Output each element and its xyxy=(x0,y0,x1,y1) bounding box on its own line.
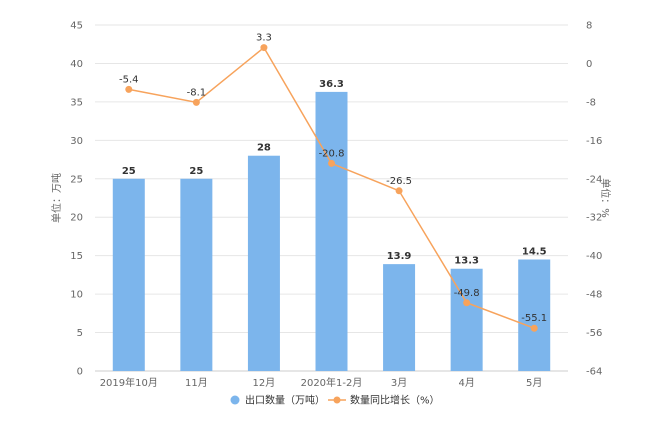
bar[interactable] xyxy=(315,91,348,371)
bar[interactable] xyxy=(180,178,213,371)
right-tick-label: -24 xyxy=(586,174,602,185)
bar-value-label: 25 xyxy=(122,166,136,177)
right-tick-label: -56 xyxy=(586,328,602,339)
line-value-label: -49.8 xyxy=(454,288,480,299)
x-tick-label: 4月 xyxy=(458,377,474,389)
left-axis-title: 单位：万吨 xyxy=(50,173,63,223)
legend[interactable]: 出口数量（万吨） 数量同比增长（%） xyxy=(230,394,440,407)
bar-value-label: 28 xyxy=(257,143,271,154)
line-value-label: -8.1 xyxy=(187,87,207,98)
x-tick-label: 2020年1-2月 xyxy=(301,376,363,389)
line-point[interactable] xyxy=(260,44,268,52)
left-tick-label: 30 xyxy=(70,136,83,147)
line-point[interactable] xyxy=(395,187,403,195)
left-tick-label: 10 xyxy=(70,290,83,301)
left-tick-label: 0 xyxy=(77,367,83,378)
line-value-label: -20.8 xyxy=(319,148,345,159)
bar-value-label: 36.3 xyxy=(319,79,344,90)
line-point[interactable] xyxy=(192,98,200,106)
left-tick-label: 35 xyxy=(70,97,83,108)
bar[interactable] xyxy=(383,264,416,371)
left-tick-label: 5 xyxy=(77,328,83,339)
line-point[interactable] xyxy=(530,324,538,332)
legend-item-line[interactable]: 数量同比增长（%） xyxy=(328,394,440,407)
bar-value-label: 14.5 xyxy=(522,247,547,258)
left-tick-label: 15 xyxy=(70,251,83,262)
bar-value-label: 13.9 xyxy=(387,251,412,262)
left-tick-label: 25 xyxy=(70,174,83,185)
bar[interactable] xyxy=(112,178,145,371)
right-tick-label: -64 xyxy=(586,367,602,378)
left-tick-label: 20 xyxy=(70,213,83,224)
bar[interactable] xyxy=(247,155,280,371)
legend-item-bar[interactable]: 出口数量（万吨） xyxy=(230,394,326,407)
right-tick-label: -8 xyxy=(586,97,596,108)
line-point[interactable] xyxy=(463,299,471,307)
left-y-axis: 0 5 10 15 20 25 30 35 40 45 xyxy=(70,21,83,378)
bar-value-label: 13.3 xyxy=(454,256,479,267)
line-value-label: -5.4 xyxy=(119,74,139,85)
left-tick-label: 45 xyxy=(70,21,83,32)
right-axis-title: 单位：% xyxy=(599,178,612,218)
right-tick-label: -48 xyxy=(586,290,602,301)
right-tick-label: -40 xyxy=(586,251,602,262)
line-value-label: -55.1 xyxy=(521,313,547,324)
right-tick-label: 0 xyxy=(586,59,592,70)
x-tick-label: 12月 xyxy=(253,377,276,389)
bar[interactable] xyxy=(518,259,551,371)
x-tick-label: 2019年10月 xyxy=(100,376,158,389)
legend-bar-marker xyxy=(230,395,240,405)
line-value-label: 3.3 xyxy=(256,33,272,44)
legend-line-marker xyxy=(333,396,341,404)
left-tick-label: 40 xyxy=(70,59,83,70)
x-axis: 2019年10月 11月 12月 2020年1-2月 3月 4月 5月 xyxy=(100,376,543,389)
right-tick-label: -16 xyxy=(586,136,602,147)
legend-bar-label: 出口数量（万吨） xyxy=(245,394,325,407)
x-tick-label: 11月 xyxy=(185,377,208,389)
bar-value-label: 25 xyxy=(189,166,203,177)
bar-series: 25 25 28 36.3 13.9 13.3 14.5 xyxy=(112,79,551,371)
line-point[interactable] xyxy=(328,159,335,167)
x-tick-label: 5月 xyxy=(526,377,542,389)
line-value-label: -26.5 xyxy=(386,176,412,187)
line-series: -5.4 -8.1 3.3 -20.8 -26.5 -49.8 -55.1 xyxy=(119,33,547,332)
right-tick-label: -32 xyxy=(586,213,602,224)
line-point[interactable] xyxy=(125,85,133,93)
right-y-axis: -64 -56 -48 -40 -32 -24 -16 -8 0 8 xyxy=(586,21,602,378)
x-tick-label: 3月 xyxy=(391,377,407,389)
legend-line-label: 数量同比增长（%） xyxy=(350,394,440,407)
right-tick-label: 8 xyxy=(586,21,592,32)
